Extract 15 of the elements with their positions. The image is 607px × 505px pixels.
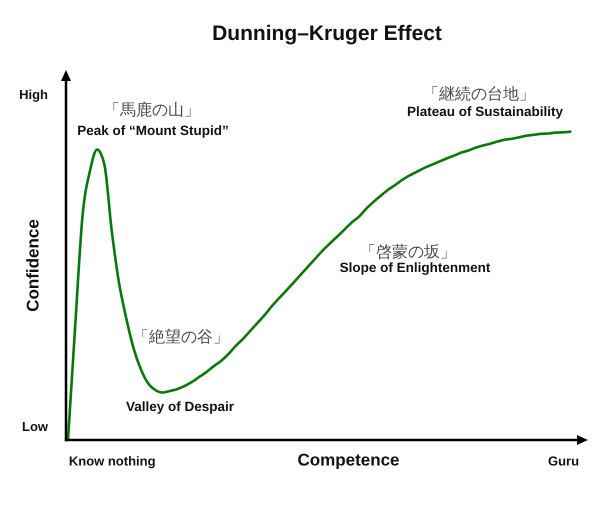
x-axis-title: Competence — [297, 450, 400, 470]
text: High — [19, 87, 48, 102]
text: Plateau of Sustainability — [406, 104, 564, 119]
text: 「馬鹿の山」 — [104, 101, 200, 119]
annotation: 「啓蒙の坂」 — [360, 243, 456, 261]
x-tick-label: Guru — [548, 454, 580, 468]
text: 「継続の台地」 — [423, 85, 535, 103]
annotation: Slope of Enlightenment — [340, 260, 491, 275]
annotation: Valley of Despair — [126, 399, 235, 414]
chart-title: Dunning–Kruger Effect — [212, 22, 442, 45]
annotation: Peak of “Mount Stupid” — [77, 123, 229, 138]
x-tick-label: Know nothing — [68, 454, 156, 468]
annotation: 「絶望の谷」 — [133, 328, 229, 346]
text: Low — [22, 419, 49, 434]
y-axis-title: Confidence — [24, 219, 42, 312]
